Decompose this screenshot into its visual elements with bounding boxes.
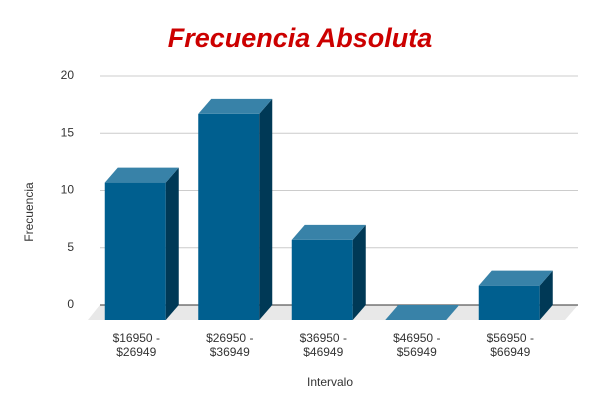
x-tick-label: $16950 -$26949 [113, 331, 160, 359]
y-tick-label: 0 [67, 297, 74, 311]
y-tick-label: 15 [61, 125, 75, 139]
bar-top [198, 98, 273, 114]
bar-front [104, 182, 166, 320]
y-tick-label: 5 [67, 240, 74, 254]
bar [104, 167, 179, 320]
bar [385, 305, 460, 320]
x-tick-label: $46950 -$56949 [393, 331, 440, 359]
x-tick-label-line: $46950 - [393, 331, 440, 345]
x-tick-label-line: $56950 - [487, 331, 534, 345]
x-tick-label: $26950 -$36949 [206, 331, 253, 359]
bar-front [198, 113, 260, 321]
bar-side [539, 270, 553, 320]
bar-top [104, 167, 179, 183]
bar-top [385, 305, 460, 320]
x-tick-label-line: $36949 [210, 345, 250, 359]
bar-side [352, 224, 366, 320]
y-tick-label: 10 [61, 183, 75, 197]
bar-front [291, 239, 353, 320]
bar-side [165, 167, 179, 320]
x-tick-label: $56950 -$66949 [487, 331, 534, 359]
bar [478, 270, 553, 320]
x-tick-label-line: $26949 [116, 345, 156, 359]
bar-side [259, 98, 273, 321]
bar-top [291, 224, 366, 240]
x-tick-label-line: $66949 [490, 345, 530, 359]
chart-title: Frecuencia Absoluta [168, 23, 433, 53]
x-tick-label-line: $56949 [397, 345, 437, 359]
bar-top [478, 270, 553, 286]
y-axis-label: Frecuencia [22, 182, 36, 242]
x-tick-label-line: $46949 [303, 345, 343, 359]
x-tick-label-line: $36950 - [300, 331, 347, 345]
bar [198, 98, 273, 321]
x-tick-label: $36950 -$46949 [300, 331, 347, 359]
bar [291, 224, 366, 320]
x-tick-label-line: $16950 - [113, 331, 160, 345]
x-tick-label-line: $26950 - [206, 331, 253, 345]
bar-front [478, 285, 540, 320]
y-tick-label: 20 [61, 68, 75, 82]
x-axis-label: Intervalo [307, 375, 353, 389]
